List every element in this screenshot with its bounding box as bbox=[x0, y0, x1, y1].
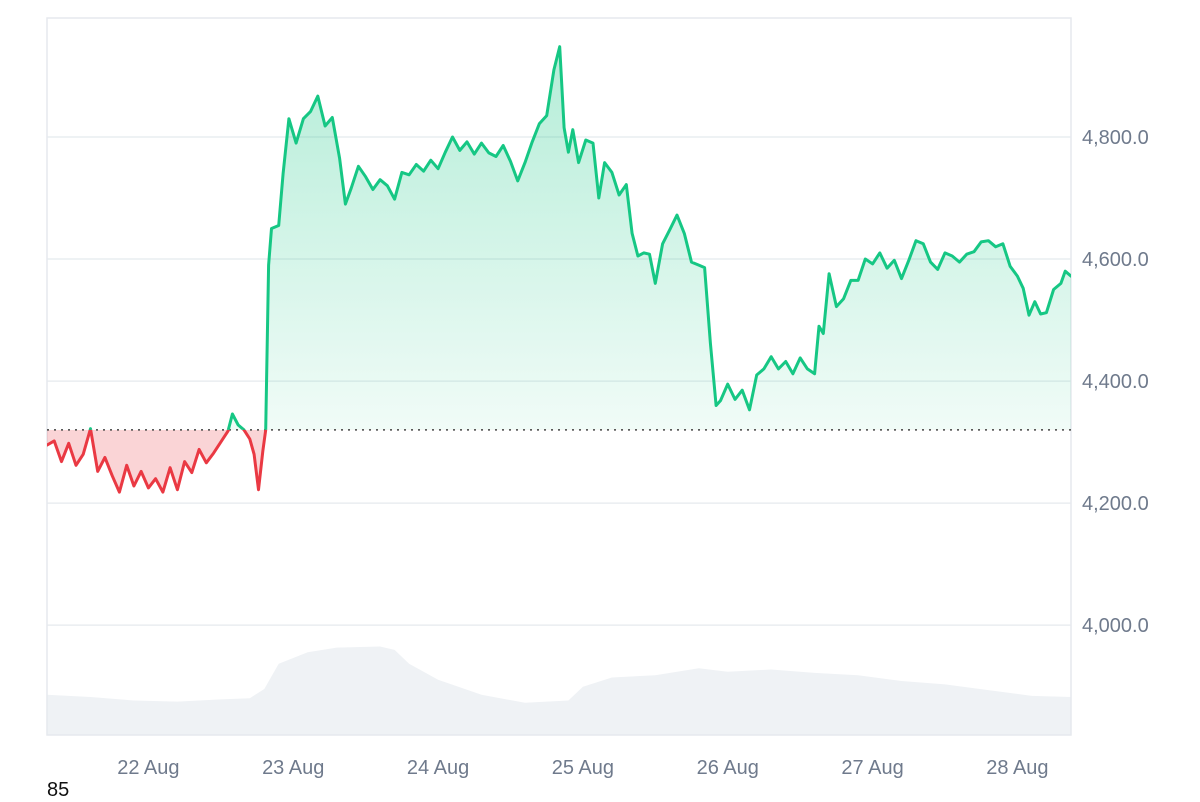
x-tick-label: 27 Aug bbox=[841, 757, 903, 779]
price-line bbox=[47, 45, 1071, 494]
area-above-baseline bbox=[90, 46, 1071, 430]
y-tick-label: 4,600.0 bbox=[1082, 249, 1149, 271]
y-axis: 4,000.0 4,200.0 4,400.0 4,600.0 4,800.0 bbox=[1082, 127, 1149, 637]
price-line-above bbox=[88, 45, 1071, 430]
price-area bbox=[47, 46, 1071, 493]
y-tick-label: 4,800.0 bbox=[1082, 127, 1149, 149]
corner-value-label: 85 bbox=[47, 779, 70, 801]
x-tick-label: 28 Aug bbox=[986, 757, 1048, 779]
y-tick-label: 4,200.0 bbox=[1082, 493, 1149, 515]
y-tick-label: 4,400.0 bbox=[1082, 371, 1149, 393]
x-axis: 22 Aug 23 Aug 24 Aug 25 Aug 26 Aug 27 Aug 28 A… bbox=[117, 757, 1048, 779]
x-tick-label: 25 Aug bbox=[552, 757, 614, 779]
x-tick-label: 22 Aug bbox=[117, 757, 179, 779]
x-tick-label: 23 Aug bbox=[262, 757, 324, 779]
volume-area bbox=[47, 646, 1071, 735]
y-tick-label: 4,000.0 bbox=[1082, 615, 1149, 637]
x-tick-label: 24 Aug bbox=[407, 757, 469, 779]
x-tick-label: 26 Aug bbox=[697, 757, 759, 779]
